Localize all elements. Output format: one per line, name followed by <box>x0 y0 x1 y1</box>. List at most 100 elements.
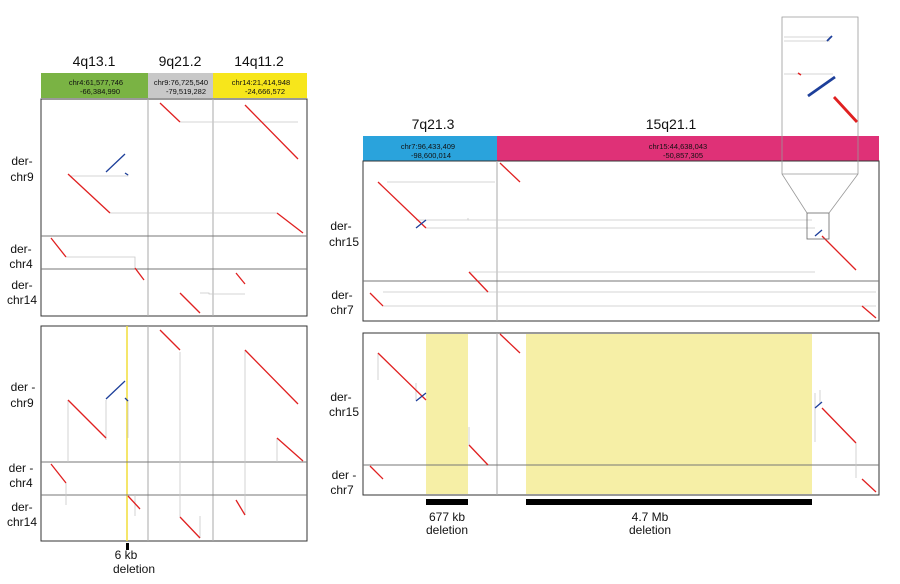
row-label-der-chr4: der - <box>9 461 34 475</box>
deletion-677kb-highlight <box>426 334 468 494</box>
chr15-region-bar <box>497 136 879 161</box>
row-label-der-chr4: chr4 <box>9 476 33 490</box>
forward-segment <box>276 212 304 234</box>
band-label-4q13: 4q13.1 <box>73 53 116 69</box>
row-label-der-chr9: chr9 <box>10 396 34 410</box>
forward-segment <box>468 444 489 466</box>
deletion-label-4.7mb: deletion <box>629 523 671 537</box>
forward-segment <box>499 333 521 354</box>
chr4-region-bar <box>41 73 148 98</box>
chr4-coord-start: chr4:61,577,746 <box>69 78 123 87</box>
band-label-9q21: 9q21.2 <box>159 53 202 69</box>
deletion-label-4.7mb: 4.7 Mb <box>632 510 669 524</box>
right-bottom-panel: der- chr15 der - chr7 677 kb deletion 4.… <box>329 332 880 537</box>
deletion-label-6kb: deletion <box>113 562 155 576</box>
chr14-coord-start: chr14:21,414,948 <box>232 78 290 87</box>
zoom-region-box <box>806 212 830 240</box>
band-label-7q21: 7q21.3 <box>412 116 455 132</box>
inverted-segment <box>105 153 126 173</box>
forward-segment <box>244 349 299 405</box>
inset-inverted-segment <box>807 75 836 98</box>
row-label-der-chr15: der- <box>330 219 351 233</box>
forward-segment <box>821 235 857 271</box>
forward-segment <box>235 499 246 516</box>
left-top-panel: der- chr9 der- chr4 der- chr14 <box>7 98 308 317</box>
chr14-region-bar <box>213 73 307 98</box>
band-label-14q11: 14q11.2 <box>234 53 284 69</box>
row-label-der-chr4: der- <box>10 242 31 256</box>
panel-frame <box>362 160 880 322</box>
forward-segment <box>369 465 384 480</box>
row-label-der-chr7: der - <box>332 468 357 482</box>
chr4-coord-end: -66,384,990 <box>80 87 120 96</box>
forward-segment <box>50 237 67 258</box>
chr9-region-bar <box>148 73 213 98</box>
chr7-region-bar <box>363 136 497 161</box>
deletion-4.7mb-bar <box>526 499 812 505</box>
row-label-der-chr14: chr14 <box>7 293 37 307</box>
forward-segment <box>244 104 299 160</box>
deletion-4.7mb-highlight <box>526 334 812 494</box>
chr15-coord-start: chr15:44,638,043 <box>649 142 707 151</box>
deletion-label-677kb: deletion <box>426 523 468 537</box>
forward-segment <box>67 173 111 214</box>
forward-segment <box>134 267 145 281</box>
chr15-coord-end: -50,857,305 <box>663 151 703 160</box>
inset-forward-segment <box>832 96 859 123</box>
row-label-der-chr7: der- <box>331 288 352 302</box>
row-label-der-chr15: chr15 <box>329 405 359 419</box>
forward-segment <box>179 292 201 314</box>
forward-segment <box>50 463 67 484</box>
junction-connector <box>200 292 245 295</box>
right-top-panel: der- chr15 der- chr7 <box>329 16 880 322</box>
band-label-15q21: 15q21.1 <box>646 116 697 132</box>
deletion-bar <box>126 543 129 550</box>
inverted-segment <box>415 392 427 402</box>
chr9-coord-start: chr9:76,725,540 <box>154 78 208 87</box>
inset-inverted-segment <box>826 35 833 42</box>
forward-segment <box>377 181 427 229</box>
zoom-callout-outline <box>781 16 859 214</box>
junction-connector <box>66 256 136 268</box>
inverted-segment <box>415 219 427 229</box>
inverted-segment <box>814 401 823 409</box>
deletion-label-6kb: 6 kb <box>115 548 138 562</box>
forward-segment <box>861 478 877 493</box>
forward-segment <box>159 102 181 123</box>
forward-segment <box>127 495 141 510</box>
forward-segment <box>235 272 246 285</box>
forward-segment <box>159 329 181 351</box>
forward-segment <box>499 162 521 183</box>
row-label-der-chr14: der- <box>11 500 32 514</box>
row-label-der-chr15: chr15 <box>329 235 359 249</box>
inset-forward-segment <box>797 72 802 76</box>
forward-segment <box>377 352 427 401</box>
forward-segment <box>67 399 107 439</box>
inverted-segment <box>124 172 129 176</box>
left-header: 4q13.1 9q21.2 14q11.2 chr4:61,577,746 -6… <box>41 53 307 98</box>
chr14-coord-end: -24,666,572 <box>245 87 285 96</box>
forward-segment <box>179 516 201 539</box>
row-label-der-chr4: chr4 <box>9 257 33 271</box>
row-label-der-chr7: chr7 <box>330 303 354 317</box>
forward-segment <box>821 407 857 444</box>
row-label-der-chr14: chr14 <box>7 515 37 529</box>
panel-frame <box>40 98 308 317</box>
row-label-der-chr9: der - <box>11 380 36 394</box>
deletion-label-677kb: 677 kb <box>429 510 465 524</box>
row-label-der-chr14: der- <box>11 278 32 292</box>
deletion-677kb-bar <box>426 499 468 505</box>
chr7-coord-end: -98,600,014 <box>411 151 451 160</box>
row-label-der-chr9: der- <box>11 154 32 168</box>
forward-segment <box>468 271 489 293</box>
chr9-coord-end: -79,519,282 <box>166 87 206 96</box>
inverted-segment <box>814 229 823 237</box>
inverted-segment <box>124 397 129 402</box>
chr7-coord-start: chr7:96,433,409 <box>401 142 455 151</box>
row-label-der-chr9: chr9 <box>10 170 34 184</box>
forward-segment <box>276 437 304 462</box>
forward-segment <box>369 292 384 307</box>
row-label-der-chr15: der- <box>330 390 351 404</box>
panel-frame <box>40 325 308 542</box>
